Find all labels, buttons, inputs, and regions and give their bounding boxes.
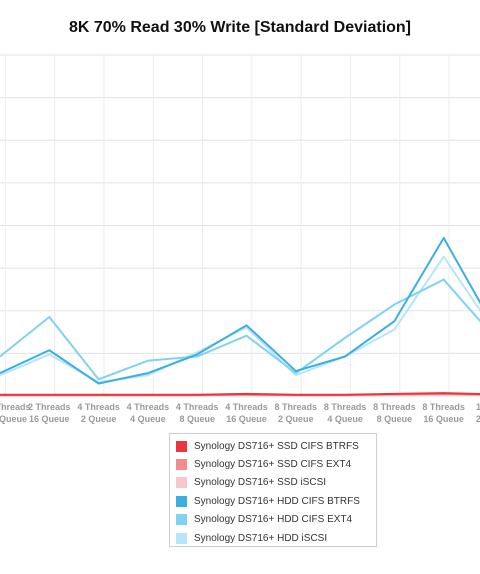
x-tick-label: 4 Threads xyxy=(77,402,120,412)
legend-swatch xyxy=(176,532,187,544)
legend-label: Synology DS716+ SSD CIFS EXT4 xyxy=(194,459,352,471)
x-tick-label: 2 Queue xyxy=(278,414,314,424)
x-tick-label: 16 xyxy=(476,402,480,412)
x-tick-label: 8 Threads xyxy=(373,402,416,412)
x-tick-label: Queue xyxy=(0,414,27,424)
legend-item[interactable]: Synology DS716+ SSD CIFS BTRFS xyxy=(176,437,376,455)
legend-swatch xyxy=(176,459,187,471)
legend-label: Synology DS716+ HDD CIFS EXT4 xyxy=(194,514,353,526)
x-tick-label: 4 Queue xyxy=(327,414,363,424)
x-tick-label: Threads xyxy=(0,402,31,412)
legend-swatch xyxy=(176,440,187,452)
legend: Synology DS716+ SSD CIFS BTRFS Synology D… xyxy=(169,433,377,547)
x-tick-label: 2 Threads xyxy=(28,402,71,412)
x-tick-label: 8 Queue xyxy=(179,414,215,424)
x-tick-label: 4 Queue xyxy=(130,414,166,424)
x-tick-label: 8 Threads xyxy=(422,402,465,412)
legend-item[interactable]: Synology DS716+ HDD CIFS BTRFS xyxy=(176,492,376,510)
x-tick-label: 4 Threads xyxy=(176,402,219,412)
legend-item[interactable]: Synology DS716+ HDD CIFS EXT4 xyxy=(176,511,376,529)
legend-label: Synology DS716+ HDD CIFS BTRFS xyxy=(194,495,360,507)
x-tick-label: 8 Queue xyxy=(377,414,413,424)
series-line xyxy=(0,278,480,381)
legend-item[interactable]: Synology DS716+ SSD iSCSI xyxy=(176,474,376,492)
x-tick-label: 16 Queue xyxy=(226,414,267,424)
series-line xyxy=(0,236,480,385)
x-tick-label: 2 Queue xyxy=(81,414,117,424)
legend-swatch xyxy=(176,495,187,507)
legend-item[interactable]: Synology DS716+ HDD iSCSI xyxy=(176,529,376,547)
x-tick-label: 4 Threads xyxy=(225,402,268,412)
chart-title: 8K 70% Read 30% Write [Standard Deviatio… xyxy=(68,19,412,36)
legend-label: Synology DS716+ SSD CIFS BTRFS xyxy=(194,440,359,452)
x-tick-label: 2 xyxy=(476,414,480,424)
legend-label: Synology DS716+ HDD iSCSI xyxy=(194,532,328,544)
x-tick-label: 8 Threads xyxy=(275,402,318,412)
x-tick-label: 4 Threads xyxy=(127,402,170,412)
legend-swatch xyxy=(176,477,187,489)
x-tick-label: 8 Threads xyxy=(324,402,367,412)
legend-swatch xyxy=(176,514,187,526)
legend-item[interactable]: Synology DS716+ SSD CIFS EXT4 xyxy=(176,455,376,473)
series-line xyxy=(0,392,480,396)
legend-label: Synology DS716+ SSD iSCSI xyxy=(194,477,327,489)
x-tick-label: 16 Queue xyxy=(423,414,464,424)
x-tick-label: 16 Queue xyxy=(29,414,70,424)
series-line xyxy=(0,255,480,384)
series-lines xyxy=(0,236,480,397)
